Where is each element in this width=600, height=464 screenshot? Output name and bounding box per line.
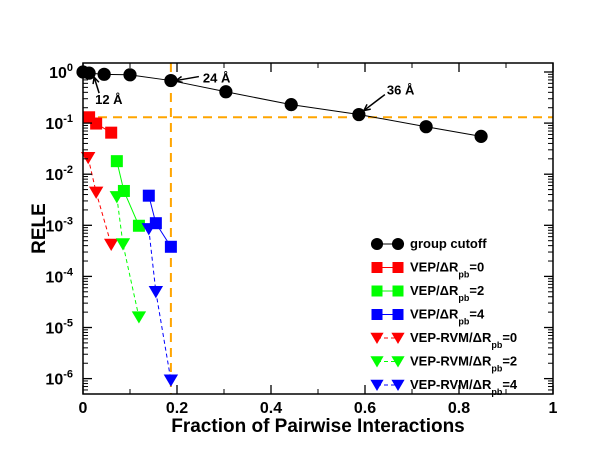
data-point	[284, 98, 298, 112]
series-4	[80, 151, 119, 252]
legend-label: VEP-RVM/ΔRpb=2	[410, 354, 517, 374]
annotation: 36 Å	[362, 83, 415, 112]
y-tick-label: 10-4	[45, 266, 73, 286]
annotation-label: 24 Å	[203, 71, 231, 86]
x-tick-label: 0.2	[166, 400, 188, 417]
y-tick-label: 10-5	[45, 318, 73, 338]
y-tick-label: 10-3	[45, 215, 73, 235]
y-axis-title: RELE	[29, 203, 50, 254]
legend-label: VEP-RVM/ΔRpb=0	[410, 330, 517, 350]
legend-marker	[391, 356, 405, 368]
legend-item: VEP-RVM/ΔRpb=4	[370, 377, 518, 397]
legend-label: group cutoff	[410, 236, 487, 251]
x-axis: 0 0.2 0.4 0.6 0.8 1	[79, 63, 558, 417]
data-point	[419, 120, 433, 134]
series-6	[141, 223, 179, 387]
legend-marker	[391, 237, 405, 251]
data-point	[90, 117, 103, 130]
annotation-arrow-head	[362, 103, 371, 112]
reference-lines	[83, 63, 553, 394]
data-point	[142, 189, 155, 202]
annotation-arrow-line	[93, 76, 100, 94]
annotation: 12 Å	[92, 75, 123, 107]
legend-marker	[370, 332, 384, 344]
legend-marker	[370, 379, 384, 391]
y-tick-label: 10-6	[45, 369, 73, 389]
legend-item: VEP-RVM/ΔRpb=2	[370, 354, 517, 374]
legend-marker	[392, 285, 404, 297]
series-1	[83, 111, 118, 139]
annotation-label: 36 Å	[387, 83, 415, 98]
legend-marker	[392, 262, 404, 273]
data-point	[148, 286, 164, 299]
legend-marker	[370, 356, 384, 368]
data-point	[474, 129, 488, 143]
x-tick-label: 0.4	[260, 400, 282, 417]
series-5	[109, 191, 147, 324]
y-tick-label: 10-2	[45, 164, 73, 184]
legend-label: VEP/ΔRpb=2	[410, 283, 484, 303]
data-point	[164, 240, 177, 253]
legend-marker	[371, 285, 383, 297]
series-0	[76, 65, 488, 143]
data-point	[110, 155, 123, 168]
data-point	[164, 73, 178, 88]
data-point	[97, 67, 111, 81]
x-tick-label: 1	[549, 400, 558, 417]
data-point	[82, 66, 96, 80]
x-tick-label: 0.8	[448, 400, 470, 417]
x-tick-label: 0	[79, 400, 88, 417]
annotation-arrow-line	[175, 75, 200, 82]
data-point	[219, 85, 233, 99]
legend-item: group cutoff	[370, 236, 487, 251]
annotation-arrow-line	[363, 93, 386, 112]
data-point	[352, 107, 366, 122]
annotations: 12 Å 24 Å 36 Å	[92, 71, 415, 112]
annotation-arrow-head	[174, 75, 183, 84]
data-point	[141, 223, 156, 236]
annotation-label: 12 Å	[95, 92, 123, 107]
legend-item: VEP/ΔRpb=4	[371, 307, 485, 327]
legend-label: VEP-RVM/ΔRpb=4	[410, 377, 518, 397]
legend-marker	[370, 237, 384, 251]
series-line	[87, 157, 112, 245]
data-point	[123, 68, 137, 82]
legend: group cutoff VEP/ΔRpb=0 VEP/ΔRpb=2 VEP/ΔRpb…	[370, 236, 518, 397]
legend-label: VEP/ΔRpb=0	[410, 260, 484, 280]
data-point	[163, 374, 179, 387]
series-line	[82, 71, 482, 137]
legend-item: VEP/ΔRpb=0	[371, 260, 484, 280]
legend-marker	[391, 379, 405, 391]
data-point	[80, 151, 96, 165]
annotation: 24 Å	[174, 71, 231, 86]
data-point	[109, 191, 125, 204]
y-axis: 100 10-1 10-2 10-3 10-4 10-5 10-6	[45, 62, 553, 395]
x-tick-label: 0.6	[354, 400, 376, 417]
legend-item: VEP-RVM/ΔRpb=0	[370, 330, 517, 350]
y-tick-label: 10-1	[45, 113, 73, 133]
data-point	[115, 238, 131, 251]
data-point	[88, 186, 104, 199]
y-tick-label: 100	[49, 62, 73, 82]
annotation-arrow-head	[92, 75, 100, 85]
x-axis-title: Fraction of Pairwise Interactions	[171, 416, 465, 437]
data-point	[131, 311, 147, 324]
legend-item: VEP/ΔRpb=2	[371, 283, 484, 303]
legend-marker	[391, 332, 405, 344]
series-layer	[76, 65, 488, 387]
data-point	[105, 126, 118, 139]
legend-label: VEP/ΔRpb=4	[410, 307, 485, 327]
legend-marker	[371, 262, 383, 273]
legend-marker	[371, 309, 383, 320]
data-point	[104, 238, 119, 252]
series-line	[116, 196, 140, 318]
data-point	[132, 219, 145, 232]
legend-marker	[392, 309, 404, 320]
